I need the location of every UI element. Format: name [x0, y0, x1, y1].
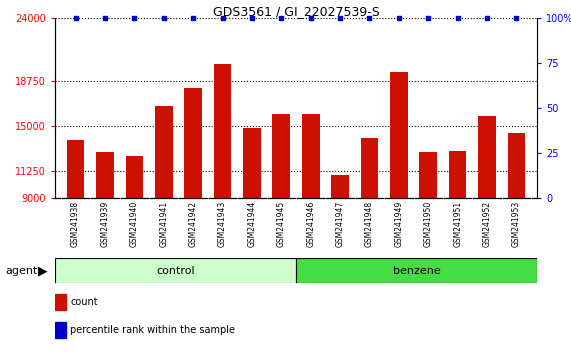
Bar [390, 72, 408, 306]
Bar [55, 293, 66, 310]
Bar [55, 258, 296, 283]
Bar [508, 133, 525, 306]
Bar [96, 153, 114, 306]
Text: GSM241952: GSM241952 [482, 201, 492, 247]
Bar [302, 114, 320, 306]
Point [365, 15, 374, 21]
Bar [184, 87, 202, 306]
Point [247, 15, 256, 21]
Text: agent: agent [5, 266, 37, 275]
Text: benzene: benzene [393, 266, 440, 275]
Point [218, 15, 227, 21]
Text: control: control [156, 266, 195, 275]
Text: GSM241941: GSM241941 [159, 201, 168, 247]
Bar [478, 116, 496, 306]
Bar [55, 321, 66, 338]
Point [188, 15, 198, 21]
Point [424, 15, 433, 21]
Text: GSM241946: GSM241946 [306, 201, 315, 247]
Text: GSM241948: GSM241948 [365, 201, 374, 247]
Text: GDS3561 / GI_22027539-S: GDS3561 / GI_22027539-S [212, 5, 379, 18]
Text: GSM241943: GSM241943 [218, 201, 227, 247]
Point [306, 15, 315, 21]
Point [100, 15, 110, 21]
Point [130, 15, 139, 21]
Point [395, 15, 404, 21]
Text: percentile rank within the sample: percentile rank within the sample [70, 325, 235, 335]
Bar [449, 151, 467, 306]
Text: GSM241951: GSM241951 [453, 201, 462, 247]
Bar [331, 175, 349, 306]
Text: GSM241942: GSM241942 [188, 201, 198, 247]
Text: ▶: ▶ [38, 264, 47, 277]
Text: GSM241944: GSM241944 [247, 201, 256, 247]
Bar [361, 138, 379, 306]
Text: GSM241945: GSM241945 [277, 201, 286, 247]
Point [453, 15, 462, 21]
Point [336, 15, 345, 21]
Point [512, 15, 521, 21]
Bar [67, 141, 85, 306]
Point [71, 15, 80, 21]
Text: count: count [70, 297, 98, 307]
Text: GSM241953: GSM241953 [512, 201, 521, 247]
Bar [243, 129, 261, 306]
Text: GSM241938: GSM241938 [71, 201, 80, 247]
Bar [126, 156, 143, 306]
Text: GSM241940: GSM241940 [130, 201, 139, 247]
Text: GSM241950: GSM241950 [424, 201, 433, 247]
Bar [214, 64, 231, 306]
Bar [155, 105, 172, 306]
Bar [420, 153, 437, 306]
Bar [272, 114, 290, 306]
Text: GSM241949: GSM241949 [395, 201, 403, 247]
Point [482, 15, 492, 21]
Point [277, 15, 286, 21]
Text: GSM241939: GSM241939 [100, 201, 110, 247]
Text: GSM241947: GSM241947 [336, 201, 344, 247]
Point [159, 15, 168, 21]
Bar [296, 258, 537, 283]
